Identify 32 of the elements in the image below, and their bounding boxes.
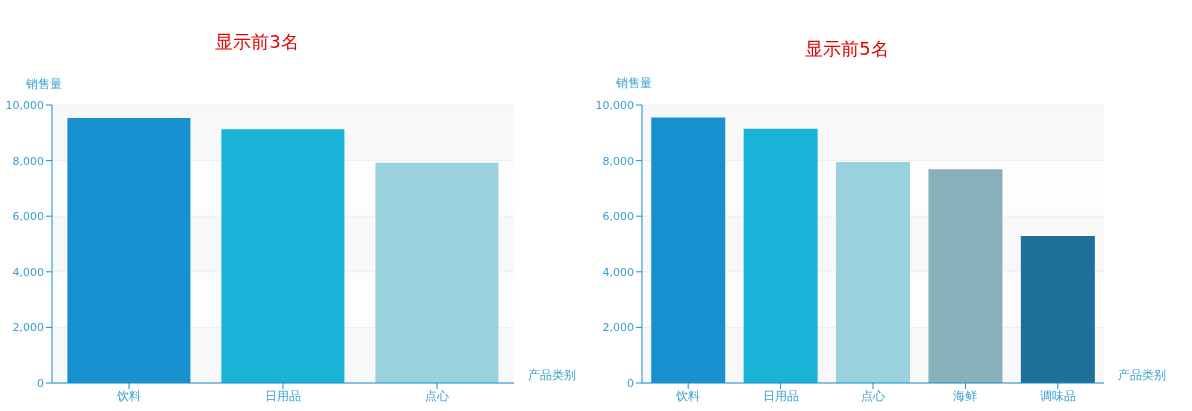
x-tick-label: 日用品 [762, 388, 799, 403]
bar [928, 169, 1003, 383]
x-tick-label: 日用品 [265, 388, 301, 403]
x-tick-label: 饮料 [116, 388, 141, 403]
y-tick-label: 4,000 [602, 265, 634, 279]
y-tick-label: 2,000 [602, 321, 634, 335]
y-tick-label: 6,000 [12, 210, 44, 224]
y-tick-label: 0 [627, 376, 634, 390]
y-tick-label: 8,000 [602, 154, 634, 168]
y-axis-title: 销售量 [26, 76, 62, 93]
bar [221, 129, 345, 383]
y-tick-label: 10,000 [5, 98, 44, 112]
x-axis-title: 产品类别 [528, 367, 576, 384]
bar [375, 162, 499, 383]
y-tick-label: 10,000 [595, 98, 634, 112]
y-axis-title: 销售量 [616, 75, 652, 92]
y-tick-label: 6,000 [602, 210, 634, 224]
x-tick-label: 调味品 [1039, 388, 1076, 403]
x-tick-label: 海鲜 [953, 388, 978, 403]
x-tick-label: 饮料 [675, 388, 701, 403]
x-tick-label: 点心 [425, 388, 449, 403]
chart-title: 显示前5名 [804, 37, 890, 61]
y-tick-label: 4,000 [12, 265, 44, 279]
bar [836, 161, 911, 383]
y-tick-label: 0 [37, 376, 44, 390]
y-tick-label: 8,000 [12, 154, 44, 168]
bar [1020, 235, 1095, 383]
chart-title: 显示前3名 [214, 30, 300, 54]
bar [743, 128, 818, 383]
x-axis-title: 产品类别 [1118, 367, 1166, 384]
y-tick-label: 2,000 [12, 321, 44, 335]
x-tick-label: 点心 [861, 388, 885, 403]
